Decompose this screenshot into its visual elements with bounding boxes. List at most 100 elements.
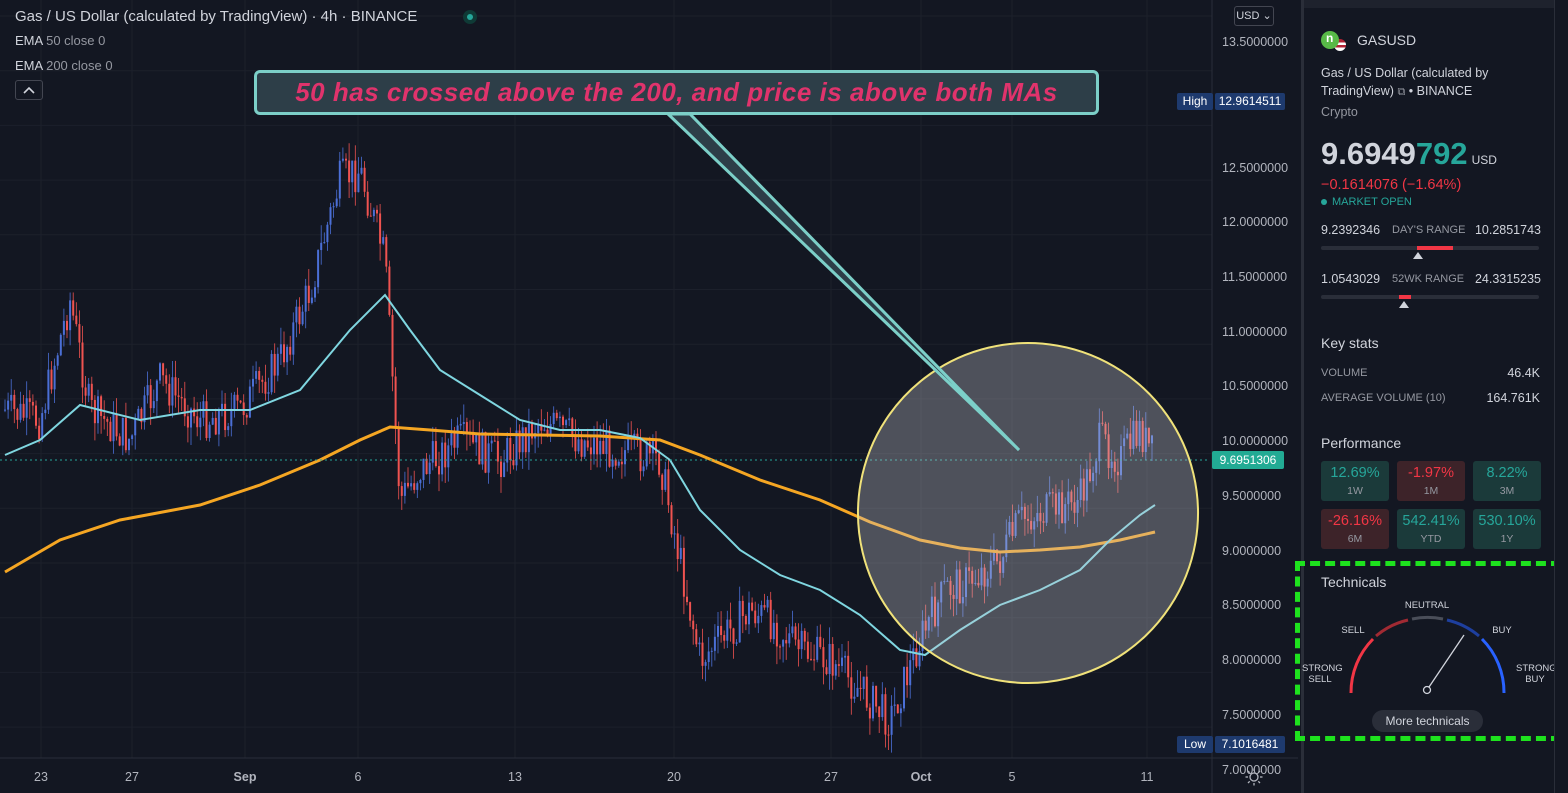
candle-body	[788, 633, 791, 644]
candle-body	[862, 676, 865, 689]
candle-body	[335, 198, 338, 207]
wk-range-low: 1.0543029	[1321, 272, 1381, 286]
ema-200-line	[4, 425, 1156, 574]
candle-body	[689, 602, 692, 621]
chart-area[interactable]: Gas / US Dollar (calculated by TradingVi…	[0, 0, 1298, 793]
gauge-buy: BUY	[1492, 625, 1512, 636]
annotation-callout[interactable]: 50 has crossed above the 200, and price …	[254, 70, 1099, 115]
candle-body	[596, 437, 599, 455]
candle-body	[726, 619, 729, 641]
candle-body	[713, 636, 716, 651]
candle-body	[227, 426, 230, 431]
candle-body	[441, 442, 444, 475]
performance-cell[interactable]: -26.16% 6M	[1321, 509, 1389, 549]
candle-body	[992, 549, 995, 561]
candle-body	[332, 206, 335, 208]
candle-body	[661, 474, 664, 490]
gauge-needle	[1426, 634, 1465, 691]
candle-body	[366, 191, 369, 216]
ema-200-legend[interactable]: EMA 200 close 0	[15, 58, 113, 73]
candle-body	[577, 439, 580, 452]
candle-body	[434, 441, 437, 467]
chart-canvas[interactable]	[0, 0, 1298, 793]
candle-body	[242, 402, 245, 416]
candle-body	[56, 355, 59, 366]
performance-value: 542.41%	[1402, 513, 1460, 529]
candle-body	[75, 315, 78, 325]
candle-body	[977, 582, 980, 586]
candle-body	[13, 394, 16, 410]
candle-body	[199, 417, 202, 428]
candle-body	[859, 687, 862, 689]
candle-body	[1135, 420, 1138, 446]
candle-body	[425, 458, 428, 475]
candle-body	[611, 459, 614, 467]
candle-body	[413, 483, 416, 490]
candle-body	[456, 425, 459, 448]
performance-value: -26.16%	[1327, 513, 1382, 529]
candle-body	[1144, 427, 1147, 453]
candle-body	[912, 648, 915, 661]
candle-body	[624, 450, 626, 465]
candle-body	[301, 311, 304, 325]
candle-body	[62, 320, 65, 335]
days-range-bar	[1321, 246, 1539, 259]
live-status-icon	[463, 10, 477, 24]
candle-body	[261, 379, 264, 382]
candle-body	[1079, 478, 1082, 500]
technicals-gauge[interactable]	[1340, 608, 1515, 700]
performance-cell[interactable]: 12.69% 1W	[1321, 461, 1389, 501]
technicals-highlight-box	[1295, 561, 1561, 741]
candle-body	[887, 734, 890, 736]
wk-range-bar	[1321, 295, 1539, 308]
external-link-icon[interactable]: ⧉	[1397, 86, 1406, 98]
candle-body	[1116, 471, 1119, 476]
candle-body	[295, 306, 298, 323]
candle-body	[971, 570, 974, 584]
currency-select[interactable]: USD ⌄	[1234, 6, 1274, 26]
candle-body	[1126, 433, 1129, 439]
performance-cell[interactable]: 542.41% YTD	[1397, 509, 1465, 549]
candle-body	[1151, 435, 1153, 444]
days-range-high: 10.2851743	[1474, 223, 1541, 237]
ema-50-legend[interactable]: EMA 50 close 0	[15, 33, 105, 48]
candle-body	[1095, 461, 1098, 473]
candle-body	[1120, 446, 1122, 476]
candle-body	[103, 415, 106, 419]
candle-body	[751, 602, 754, 611]
performance-cell[interactable]: 8.22% 3M	[1473, 461, 1541, 501]
candle-body	[307, 285, 310, 303]
candle-body	[571, 418, 574, 437]
candle-body	[25, 398, 28, 418]
candle-body	[360, 167, 363, 174]
candle-body	[462, 422, 465, 424]
candle-body	[283, 344, 285, 363]
candle-body	[586, 440, 589, 448]
collapse-legend-button[interactable]	[15, 80, 43, 100]
performance-cell[interactable]: 530.10% 1Y	[1473, 509, 1541, 549]
candle-body	[803, 630, 806, 642]
candle-body	[379, 213, 382, 244]
candle-body	[109, 421, 112, 442]
gauge-strong-buy: STRONG BUY	[1516, 663, 1557, 685]
candle-body	[1064, 504, 1067, 524]
candle-body	[1073, 502, 1076, 513]
candle-body	[1101, 422, 1104, 424]
settings-sun-icon[interactable]	[1245, 768, 1263, 786]
exchange-link[interactable]: • BINANCE	[1408, 84, 1473, 98]
symbol-header[interactable]: GASUSD	[1321, 28, 1416, 52]
candle-body	[921, 620, 924, 652]
more-technicals-button[interactable]: More technicals	[1372, 710, 1483, 732]
chart-grid	[0, 0, 1212, 758]
performance-cell[interactable]: -1.97% 1M	[1397, 461, 1465, 501]
candle-body	[354, 160, 357, 193]
performance-grid: 12.69% 1W -1.97% 1M 8.22% 3M -26.16% 6M 542.41% Y…	[1321, 461, 1541, 549]
candle-body	[679, 547, 682, 560]
candle-body	[524, 427, 527, 453]
candle-body	[1089, 469, 1091, 482]
candle-body	[450, 433, 453, 446]
candle-body	[314, 287, 316, 298]
candle-body	[875, 685, 878, 707]
candle-body	[608, 430, 611, 467]
candle-body	[658, 453, 661, 475]
